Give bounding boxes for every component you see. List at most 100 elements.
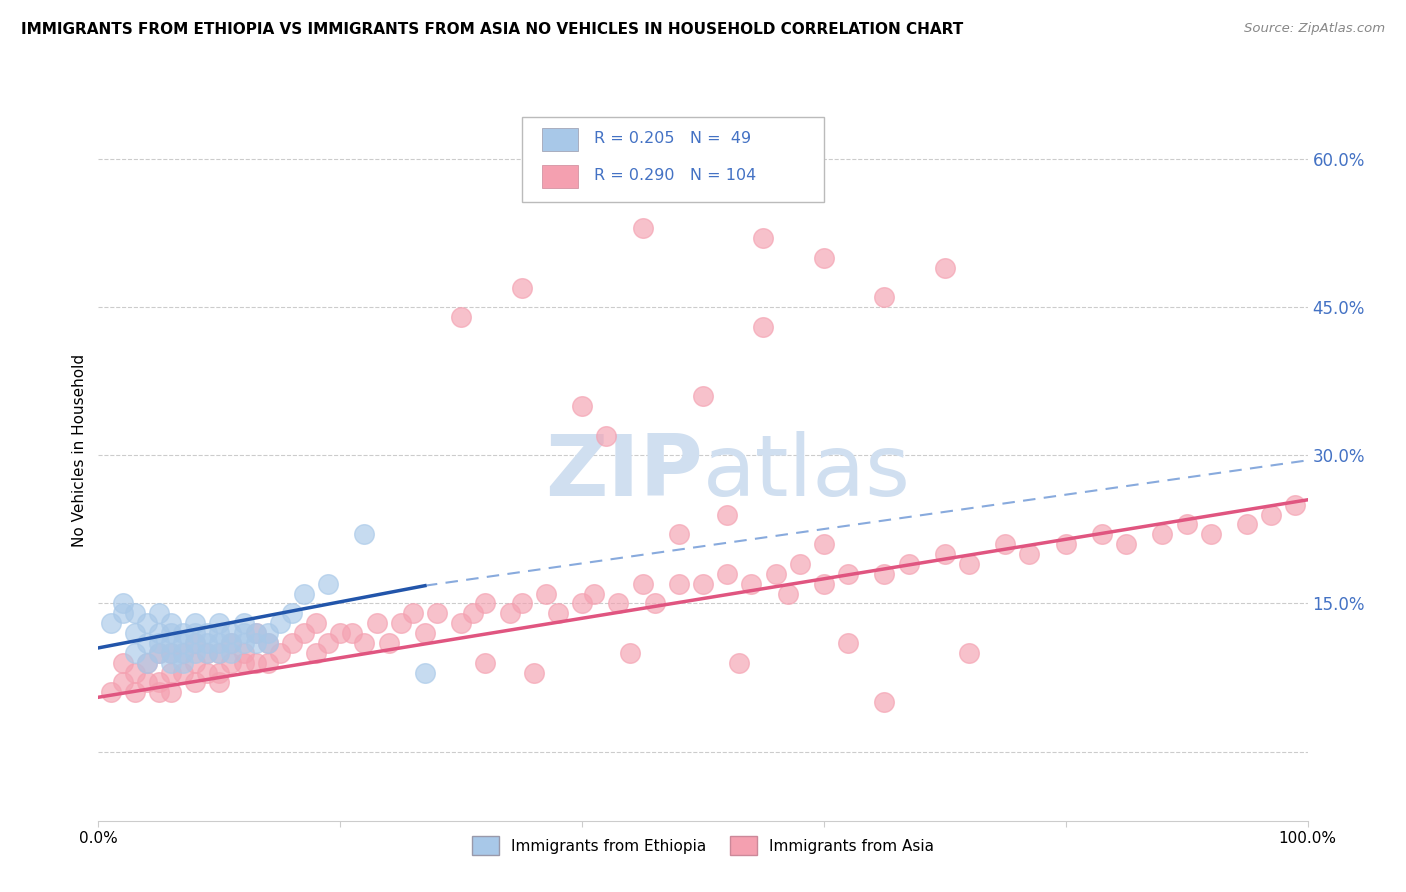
Point: [111, 607, 134, 621]
FancyBboxPatch shape: [522, 118, 824, 202]
Point: [377, 636, 399, 650]
Point: [595, 428, 617, 442]
Point: [195, 626, 218, 640]
Point: [752, 231, 775, 245]
Point: [195, 665, 218, 680]
Point: [184, 646, 207, 660]
Point: [221, 646, 243, 660]
Point: [1018, 547, 1040, 561]
Point: [184, 636, 207, 650]
Point: [195, 646, 218, 660]
Point: [281, 636, 304, 650]
Point: [232, 656, 254, 670]
Point: [135, 675, 157, 690]
Point: [1175, 517, 1198, 532]
Point: [389, 616, 412, 631]
Point: [740, 576, 762, 591]
Point: [837, 636, 859, 650]
Point: [934, 547, 956, 561]
Point: [413, 665, 436, 680]
Point: [184, 675, 207, 690]
Point: [160, 646, 183, 660]
Point: [426, 607, 449, 621]
Point: [160, 665, 183, 680]
Point: [124, 665, 146, 680]
Point: [813, 537, 835, 551]
Point: [184, 656, 207, 670]
Point: [644, 597, 666, 611]
Point: [366, 616, 388, 631]
Point: [957, 557, 980, 571]
Point: [245, 636, 267, 650]
Point: [269, 616, 291, 631]
Point: [160, 646, 183, 660]
FancyBboxPatch shape: [543, 165, 578, 187]
Point: [1236, 517, 1258, 532]
Point: [813, 576, 835, 591]
Point: [873, 695, 896, 709]
Point: [221, 636, 243, 650]
Point: [934, 260, 956, 275]
Point: [160, 626, 183, 640]
Point: [450, 616, 472, 631]
Point: [245, 626, 267, 640]
Point: [342, 626, 364, 640]
Point: [195, 636, 218, 650]
Point: [668, 527, 690, 541]
Point: [571, 597, 593, 611]
Point: [221, 656, 243, 670]
Point: [124, 626, 146, 640]
Point: [474, 597, 496, 611]
Point: [450, 310, 472, 325]
Point: [305, 616, 328, 631]
Point: [208, 616, 231, 631]
Point: [269, 646, 291, 660]
Point: [184, 626, 207, 640]
Point: [1199, 527, 1222, 541]
Point: [692, 172, 714, 186]
Point: [329, 626, 352, 640]
Point: [305, 646, 328, 660]
Point: [160, 616, 183, 631]
Point: [195, 646, 218, 660]
Point: [1284, 498, 1306, 512]
Point: [402, 607, 425, 621]
Point: [292, 626, 315, 640]
Point: [292, 586, 315, 600]
Point: [1115, 537, 1137, 551]
Point: [583, 586, 606, 600]
Point: [148, 646, 170, 660]
Point: [172, 646, 194, 660]
Text: R = 0.205   N =  49: R = 0.205 N = 49: [595, 130, 751, 145]
Point: [1091, 527, 1114, 541]
Y-axis label: No Vehicles in Household: No Vehicles in Household: [72, 354, 87, 547]
Point: [172, 646, 194, 660]
Point: [463, 607, 485, 621]
Point: [232, 636, 254, 650]
Text: ZIP: ZIP: [546, 431, 703, 514]
Text: atlas: atlas: [703, 431, 911, 514]
Point: [619, 646, 641, 660]
Point: [1260, 508, 1282, 522]
Point: [221, 636, 243, 650]
Point: [692, 576, 714, 591]
Point: [160, 685, 183, 699]
Point: [765, 566, 787, 581]
Point: [353, 527, 375, 541]
Point: [135, 616, 157, 631]
Point: [208, 626, 231, 640]
Point: [148, 685, 170, 699]
Point: [148, 646, 170, 660]
Legend: Immigrants from Ethiopia, Immigrants from Asia: Immigrants from Ethiopia, Immigrants fro…: [465, 830, 941, 861]
Point: [232, 626, 254, 640]
Point: [148, 675, 170, 690]
Point: [789, 557, 811, 571]
Point: [124, 607, 146, 621]
Point: [873, 290, 896, 304]
Point: [172, 626, 194, 640]
Point: [498, 607, 520, 621]
Point: [353, 636, 375, 650]
Point: [571, 399, 593, 413]
Point: [208, 646, 231, 660]
Point: [607, 597, 630, 611]
